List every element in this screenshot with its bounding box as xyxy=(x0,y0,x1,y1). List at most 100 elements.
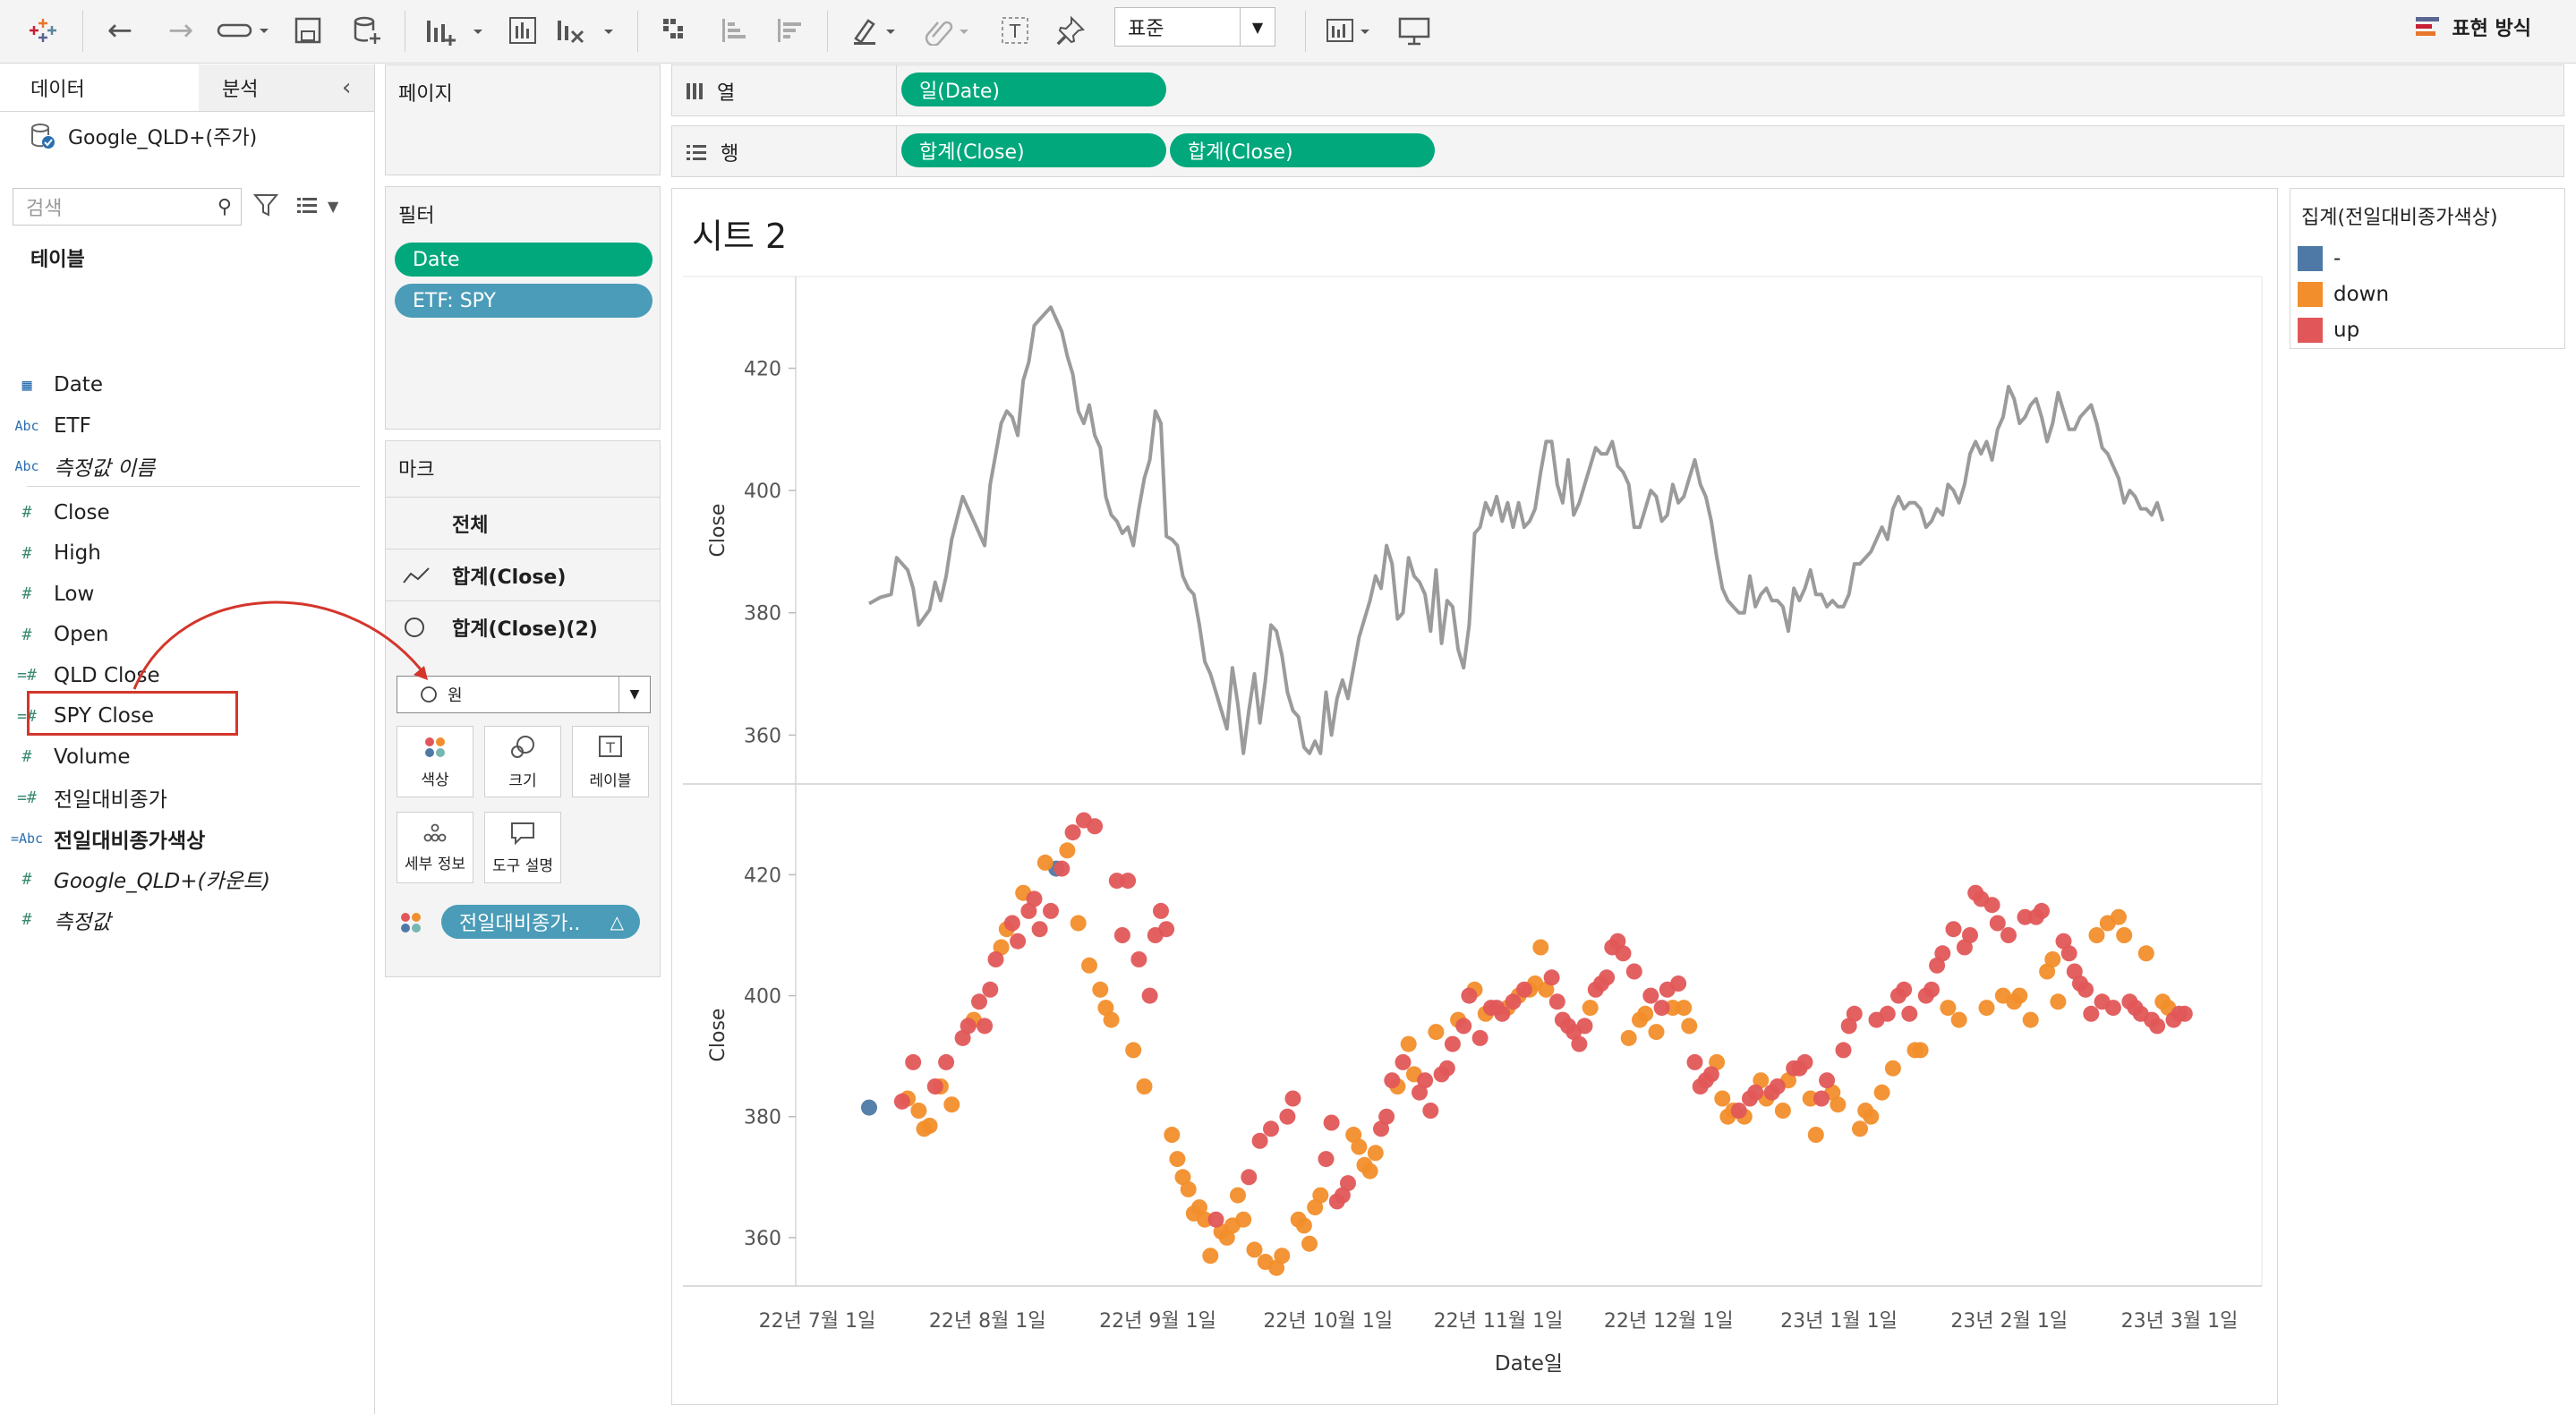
rows-shelf[interactable]: 행 합계(Close) 합계(Close) xyxy=(671,125,2564,177)
detail-button[interactable]: 세부 정보 xyxy=(397,812,473,883)
show-me-button[interactable]: 표현 방식 xyxy=(2414,13,2531,41)
scatter-point-up xyxy=(1153,902,1169,919)
swap-icon[interactable] xyxy=(655,13,695,48)
number-icon: # xyxy=(21,747,32,766)
highlight-icon[interactable] xyxy=(849,13,906,48)
redo-icon[interactable] xyxy=(213,13,270,48)
search-input[interactable]: 검색 ⚲ xyxy=(13,188,242,226)
marks-tab-close2[interactable]: 합계(Close)(2) xyxy=(386,601,660,653)
abc-icon: =Abc xyxy=(10,830,44,847)
x-tick-label: 22년 8월 1일 xyxy=(929,1310,1046,1333)
label-button[interactable]: T 레이블 xyxy=(572,726,649,797)
field-label: Volume xyxy=(54,745,131,769)
collapse-pane-icon[interactable]: ‹ xyxy=(342,74,352,101)
presentation-icon[interactable] xyxy=(1395,13,1434,48)
y-tick-label: 360 xyxy=(744,725,781,747)
color-legend[interactable]: 집계(전일대비종가색상) - down up xyxy=(2290,188,2565,349)
row-pill-close-1[interactable]: 합계(Close) xyxy=(901,133,1166,167)
field-item[interactable]: =# QLD Close xyxy=(0,658,374,694)
scatter-point-down xyxy=(1345,1127,1362,1143)
presentation-select[interactable]: 표준 ▼ xyxy=(1114,7,1275,47)
x-tick-label: 23년 2월 1일 xyxy=(1950,1310,2068,1333)
y-tick-label: 400 xyxy=(744,481,781,503)
field-item[interactable]: # Close xyxy=(0,495,374,531)
tableau-logo-icon[interactable] xyxy=(25,13,61,48)
scatter-point-down xyxy=(1884,1060,1901,1077)
field-item[interactable]: # Open xyxy=(0,617,374,652)
field-item[interactable]: # Google_QLD+(카운트) xyxy=(0,861,374,897)
text-label-icon[interactable]: T xyxy=(995,13,1035,48)
scatter-point-down xyxy=(1202,1248,1219,1265)
row-pill-close-2[interactable]: 합계(Close) xyxy=(1170,133,1435,167)
scatter-point-down xyxy=(1648,1024,1665,1041)
back-icon[interactable]: ← xyxy=(107,13,133,48)
legend-item-label: up xyxy=(2333,319,2360,342)
chart-canvas[interactable]: 360 380 400 420 Close 360 380 400 420 Close 22년 7월… xyxy=(672,189,2277,1404)
datasource[interactable]: Google_QLD+(주가) xyxy=(30,122,257,150)
scatter-point-up xyxy=(1340,1175,1356,1192)
tooltip-label: 도구 설명 xyxy=(492,856,553,875)
new-worksheet-icon[interactable] xyxy=(422,13,487,48)
show-me-icon[interactable] xyxy=(1323,13,1380,48)
legend-item[interactable]: - xyxy=(2298,241,2341,277)
field-item[interactable]: Abc 측정값 이름 xyxy=(0,448,374,484)
number-icon: =# xyxy=(17,788,37,807)
mark-type-select[interactable]: 원 ▼ xyxy=(397,676,651,713)
field-item[interactable]: Abc ETF xyxy=(0,408,374,444)
forward-icon[interactable]: → xyxy=(167,13,194,48)
field-label: 전일대비종가 xyxy=(54,788,167,812)
scatter-point-down xyxy=(1070,915,1087,932)
new-datasource-icon[interactable] xyxy=(347,13,387,48)
marks-tab-close-label: 합계(Close) xyxy=(452,566,567,589)
duplicate-icon[interactable] xyxy=(503,13,542,48)
legend-swatch xyxy=(2298,282,2323,307)
column-pill-date[interactable]: 일(Date) xyxy=(901,72,1166,106)
field-item[interactable]: ▦ Date xyxy=(0,367,374,403)
field-item[interactable]: # High xyxy=(0,535,374,571)
filter-pill-date[interactable]: Date xyxy=(395,243,653,277)
field-item[interactable]: # 측정값 xyxy=(0,902,374,938)
scatter-point-up xyxy=(2176,1005,2193,1022)
pages-card[interactable]: 페이지 xyxy=(385,64,661,175)
sort-asc-icon[interactable] xyxy=(714,13,754,48)
field-item[interactable]: =# 전일대비종가 xyxy=(0,779,374,815)
tab-analysis[interactable]: 분석 xyxy=(222,79,259,101)
x-tick-label: 23년 1월 1일 xyxy=(1780,1310,1898,1333)
filter-icon[interactable] xyxy=(252,192,279,222)
pin-icon[interactable] xyxy=(1051,13,1090,48)
paperclip-icon[interactable] xyxy=(922,13,979,48)
color-pill[interactable]: 전일대비종가.. △ xyxy=(441,905,640,939)
tab-data[interactable]: 데이터 xyxy=(30,79,85,101)
number-icon: # xyxy=(21,584,32,603)
marks-tab-close[interactable]: 합계(Close) xyxy=(386,549,660,601)
scatter-point-up xyxy=(1945,921,1962,938)
filter-pill-etf[interactable]: ETF: SPY xyxy=(395,284,653,318)
save-icon[interactable] xyxy=(288,13,328,48)
clear-icon[interactable] xyxy=(553,13,618,48)
columns-shelf[interactable]: 열 일(Date) xyxy=(671,64,2564,116)
scatter-point-down xyxy=(921,1117,938,1134)
tables-header: 테이블 xyxy=(30,249,85,271)
scatter-point-up xyxy=(1279,1108,1296,1125)
size-button[interactable]: 크기 xyxy=(484,726,561,797)
scatter-point-up xyxy=(893,1093,910,1110)
scatter-point-up xyxy=(1989,915,2006,932)
scatter-point-up xyxy=(1879,1005,1896,1022)
marks-tab-all[interactable]: 전체 xyxy=(386,497,660,549)
field-item[interactable]: # Low xyxy=(0,576,374,612)
scatter-point-down xyxy=(1863,1108,1880,1125)
color-button[interactable]: 색상 xyxy=(397,726,473,797)
field-item[interactable]: =Abc 전일대비종가색상 xyxy=(0,821,374,856)
sort-desc-icon[interactable] xyxy=(770,13,809,48)
view-options-icon[interactable]: ▼ xyxy=(295,195,338,217)
scatter-point-down xyxy=(1940,1000,1957,1017)
y-tick-label: 400 xyxy=(744,986,781,1009)
field-item[interactable]: =# SPY Close xyxy=(0,698,374,734)
tooltip-button[interactable]: 도구 설명 xyxy=(484,812,561,883)
scatter-point-down xyxy=(1164,1127,1181,1143)
scatter-point-up xyxy=(1929,957,1946,974)
legend-item[interactable]: down xyxy=(2298,277,2389,312)
field-item[interactable]: # Volume xyxy=(0,739,374,775)
filters-card[interactable]: 필터 Date ETF: SPY xyxy=(385,186,661,430)
legend-item[interactable]: up xyxy=(2298,312,2359,348)
